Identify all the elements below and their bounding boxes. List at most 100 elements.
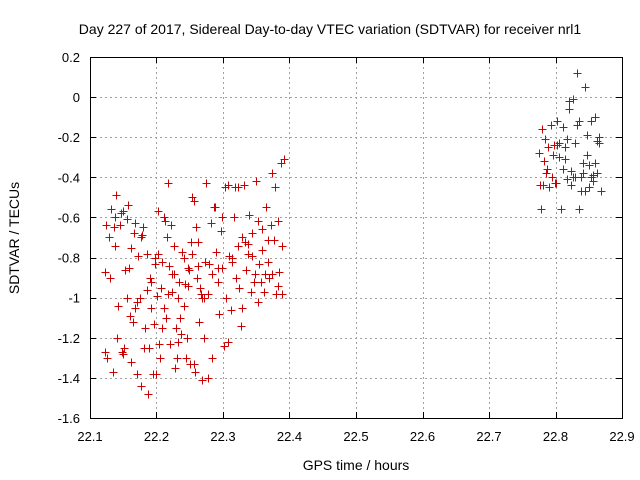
data-point bbox=[238, 304, 247, 313]
data-point bbox=[117, 209, 126, 218]
data-point bbox=[106, 274, 115, 283]
data-point bbox=[177, 330, 186, 339]
data-point bbox=[101, 268, 110, 277]
data-point bbox=[131, 219, 140, 228]
data-point bbox=[127, 244, 136, 253]
data-point bbox=[101, 348, 110, 357]
data-point bbox=[116, 221, 125, 230]
data-point bbox=[129, 318, 138, 327]
data-point bbox=[257, 278, 266, 287]
x-tick-label: 22.3 bbox=[210, 429, 235, 444]
data-point bbox=[151, 260, 160, 269]
data-point bbox=[241, 238, 250, 247]
data-point bbox=[200, 334, 209, 343]
y-tick-label: -0.2 bbox=[58, 130, 80, 145]
data-point bbox=[248, 229, 257, 238]
data-point bbox=[205, 260, 214, 269]
data-point bbox=[544, 143, 553, 152]
data-point bbox=[170, 242, 179, 251]
data-point bbox=[111, 242, 120, 251]
y-tick-label: 0.2 bbox=[62, 50, 80, 65]
x-tick-label: 22.5 bbox=[343, 429, 368, 444]
data-point bbox=[536, 181, 545, 190]
data-point bbox=[240, 181, 249, 190]
y-tick-label: 0 bbox=[73, 90, 80, 105]
data-point bbox=[267, 221, 276, 230]
data-point bbox=[585, 161, 594, 170]
data-point bbox=[111, 213, 120, 222]
data-point bbox=[139, 223, 148, 232]
data-point bbox=[194, 238, 203, 247]
data-point bbox=[110, 223, 119, 232]
data-point bbox=[198, 294, 207, 303]
data-point bbox=[190, 197, 199, 206]
data-point bbox=[119, 350, 128, 359]
x-tick-label: 22.7 bbox=[476, 429, 501, 444]
data-point bbox=[130, 229, 139, 238]
x-tick-label: 22.4 bbox=[277, 429, 302, 444]
y-tick-label: -1 bbox=[68, 291, 80, 306]
data-point bbox=[160, 304, 169, 313]
data-point bbox=[278, 242, 287, 251]
data-point bbox=[180, 254, 189, 263]
data-point bbox=[138, 231, 147, 240]
data-point bbox=[174, 294, 183, 303]
data-point bbox=[555, 139, 564, 148]
data-point bbox=[158, 324, 167, 333]
y-tick-label: -0.8 bbox=[58, 251, 80, 266]
data-point bbox=[238, 233, 247, 242]
data-point bbox=[579, 169, 588, 178]
data-point bbox=[153, 292, 162, 301]
data-point bbox=[218, 213, 227, 222]
data-point bbox=[202, 179, 211, 188]
data-point bbox=[195, 318, 204, 327]
data-point bbox=[143, 250, 152, 259]
y-tick-label: -1.2 bbox=[58, 331, 80, 346]
data-point bbox=[123, 294, 132, 303]
data-point bbox=[119, 207, 128, 216]
data-point bbox=[535, 149, 544, 158]
data-point bbox=[583, 131, 592, 140]
data-point bbox=[222, 294, 231, 303]
data-point bbox=[176, 314, 185, 323]
data-point bbox=[573, 121, 582, 130]
data-point bbox=[268, 169, 277, 178]
chart-title: Day 227 of 2017, Sidereal Day-to-day VTE… bbox=[79, 21, 582, 37]
data-point bbox=[563, 135, 572, 144]
x-tick-labels: 22.1 22.2 22.3 22.4 22.5 22.6 22.7 22.8 22.9 bbox=[77, 429, 634, 444]
data-point bbox=[214, 278, 223, 287]
data-point bbox=[261, 270, 270, 279]
data-point bbox=[581, 83, 590, 92]
data-point bbox=[220, 342, 229, 351]
data-point bbox=[587, 173, 596, 182]
data-point bbox=[181, 280, 190, 289]
data-point bbox=[565, 105, 574, 114]
data-point bbox=[583, 151, 592, 160]
data-point bbox=[194, 262, 203, 271]
data-point bbox=[214, 264, 223, 273]
plot-frame bbox=[90, 57, 623, 419]
data-point bbox=[579, 159, 588, 168]
data-point bbox=[182, 354, 191, 363]
data-point bbox=[131, 304, 140, 313]
data-point bbox=[123, 215, 132, 224]
data-point bbox=[188, 250, 197, 259]
data-point bbox=[587, 117, 596, 126]
data-point bbox=[569, 95, 578, 104]
data-point bbox=[171, 364, 180, 373]
data-point bbox=[125, 264, 134, 273]
data-point bbox=[545, 183, 554, 192]
data-point bbox=[573, 69, 582, 78]
data-point bbox=[234, 183, 243, 192]
data-point bbox=[133, 298, 142, 307]
data-point bbox=[133, 370, 142, 379]
data-point bbox=[164, 179, 173, 188]
data-point bbox=[275, 268, 284, 277]
data-point bbox=[228, 254, 237, 263]
data-point bbox=[537, 205, 546, 214]
data-point bbox=[162, 314, 171, 323]
data-point bbox=[559, 165, 568, 174]
data-point bbox=[571, 139, 580, 148]
data-point bbox=[540, 157, 549, 166]
